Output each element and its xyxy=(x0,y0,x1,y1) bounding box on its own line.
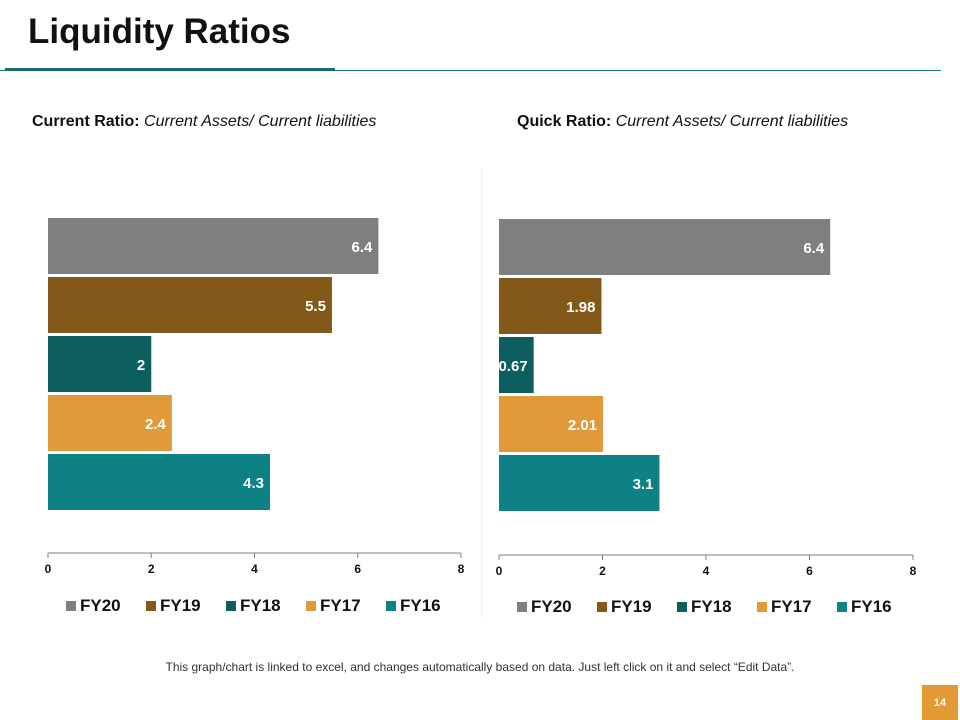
quick-ratio-legend-swatch-fy18 xyxy=(677,602,687,612)
title-underline xyxy=(0,70,941,71)
quick-ratio-legend-label-fy19: FY19 xyxy=(611,597,652,616)
current-ratio-bar-fy19[interactable] xyxy=(48,277,332,333)
chart-divider xyxy=(481,168,482,618)
quick-ratio-value-label-fy20: 6.4 xyxy=(803,240,825,257)
current-ratio-legend-label-fy19: FY19 xyxy=(160,596,201,615)
current-ratio-bar-fy17[interactable] xyxy=(48,395,172,451)
quick-ratio-legend-swatch-fy16 xyxy=(837,602,847,612)
current-ratio-x-tick-label: 0 xyxy=(45,562,52,576)
quick-ratio-label: Quick Ratio: xyxy=(517,113,612,130)
quick-ratio-x-tick-label: 6 xyxy=(806,564,813,578)
current-ratio-bar-fy16[interactable] xyxy=(48,454,270,510)
current-ratio-value-label-fy17: 2.4 xyxy=(145,416,167,433)
current-ratio-legend-swatch-fy17 xyxy=(306,601,316,611)
quick-ratio-value-label-fy18: 0.67 xyxy=(498,358,527,375)
title-underline-accent xyxy=(5,68,335,71)
current-ratio-value-label-fy16: 4.3 xyxy=(243,475,264,492)
page-title: Liquidity Ratios xyxy=(28,12,291,51)
current-ratio-value-label-fy19: 5.5 xyxy=(305,298,326,315)
quick-ratio-bar-fy20[interactable] xyxy=(499,219,831,275)
quick-ratio-x-tick-label: 2 xyxy=(599,564,606,578)
current-ratio-label: Current Ratio: xyxy=(32,113,140,130)
current-ratio-legend-swatch-fy16 xyxy=(386,601,396,611)
current-ratio-x-tick-label: 2 xyxy=(148,562,155,576)
quick-ratio-value-label-fy19: 1.98 xyxy=(566,299,595,316)
quick-ratio-bar-fy18[interactable] xyxy=(499,337,534,393)
quick-ratio-x-tick-label: 8 xyxy=(910,564,917,578)
quick-ratio-legend-swatch-fy17 xyxy=(757,602,767,612)
quick-ratio-x-tick-label: 4 xyxy=(703,564,710,578)
quick-ratio-legend-label-fy20: FY20 xyxy=(531,597,572,616)
current-ratio-legend-label-fy18: FY18 xyxy=(240,596,281,615)
quick-ratio-legend-label-fy18: FY18 xyxy=(691,597,732,616)
quick-ratio-legend-label-fy17: FY17 xyxy=(771,597,812,616)
current-ratio-bar-fy20[interactable] xyxy=(48,218,379,274)
current-ratio-legend-swatch-fy19 xyxy=(146,601,156,611)
quick-ratio-value-label-fy16: 3.1 xyxy=(633,476,654,493)
quick-ratio-legend-swatch-fy20 xyxy=(517,602,527,612)
quick-ratio-subtitle: Quick Ratio: Current Assets/ Current lia… xyxy=(517,113,848,131)
quick-ratio-formula: Current Assets/ Current liabilities xyxy=(615,113,849,130)
quick-ratio-x-tick-label: 0 xyxy=(496,564,503,578)
footnote: This graph/chart is linked to excel, and… xyxy=(165,660,795,674)
current-ratio-x-tick-label: 4 xyxy=(251,562,258,576)
current-ratio-value-label-fy18: 2 xyxy=(137,357,145,374)
quick-ratio-bar-fy16[interactable] xyxy=(499,455,660,511)
quick-ratio-legend-swatch-fy19 xyxy=(597,602,607,612)
quick-ratio-bar-fy19[interactable] xyxy=(499,278,602,334)
quick-ratio-bar-fy17[interactable] xyxy=(499,396,604,452)
current-ratio-x-tick-label: 8 xyxy=(458,562,465,576)
current-ratio-legend-swatch-fy20 xyxy=(66,601,76,611)
quick-ratio-value-label-fy17: 2.01 xyxy=(568,417,597,434)
quick-ratio-legend-label-fy16: FY16 xyxy=(851,597,892,616)
current-ratio-chart[interactable]: 6.4 5.5 2 2.4 4.3 0 2 4 6 8 FY20 FY19 FY18 FY17 FY16 xyxy=(0,0,480,640)
current-ratio-x-tick-label: 6 xyxy=(354,562,361,576)
current-ratio-legend-label-fy16: FY16 xyxy=(400,596,441,615)
current-ratio-legend-label-fy20: FY20 xyxy=(80,596,121,615)
current-ratio-legend-swatch-fy18 xyxy=(226,601,236,611)
current-ratio-value-label-fy20: 6.4 xyxy=(352,239,374,256)
quick-ratio-chart[interactable]: 6.4 1.98 0.67 2.01 3.1 0 2 4 6 8 FY20 FY19 FY18 FY17 F… xyxy=(480,0,960,640)
page-number-badge: 14 xyxy=(922,685,958,720)
current-ratio-formula: Current Assets/ Current liabilities xyxy=(144,113,377,130)
current-ratio-subtitle: Current Ratio: Current Assets/ Current l… xyxy=(32,113,376,131)
current-ratio-bar-fy18[interactable] xyxy=(48,336,152,392)
current-ratio-legend-label-fy17: FY17 xyxy=(320,596,361,615)
